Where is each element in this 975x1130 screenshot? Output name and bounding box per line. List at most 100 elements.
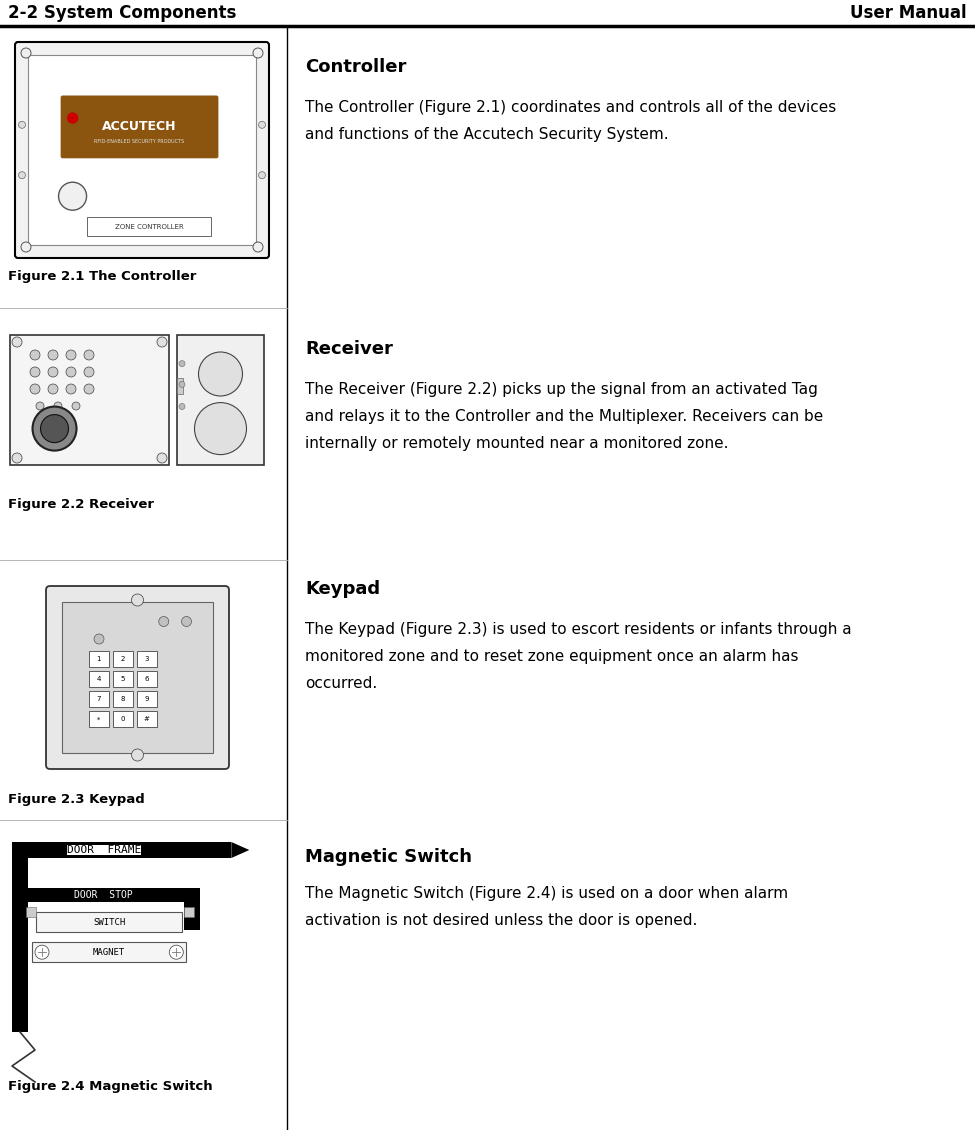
Bar	[36, 912, 182, 932]
Circle shape	[66, 350, 76, 360]
Circle shape	[72, 402, 80, 410]
Circle shape	[159, 617, 169, 626]
Bar	[89, 711, 108, 728]
Circle shape	[84, 350, 94, 360]
Circle shape	[253, 242, 263, 252]
Text: 0: 0	[120, 716, 125, 722]
Bar	[28, 55, 256, 245]
Circle shape	[21, 242, 31, 252]
Bar	[12, 842, 231, 858]
Circle shape	[132, 594, 143, 606]
Text: The Keypad (Figure 2.3) is used to escort residents or infants through a
monitor: The Keypad (Figure 2.3) is used to escor…	[305, 622, 851, 692]
Circle shape	[157, 453, 167, 463]
Text: Receiver: Receiver	[305, 340, 393, 358]
Text: Figure 2.2 Receiver: Figure 2.2 Receiver	[8, 498, 154, 511]
Circle shape	[132, 749, 143, 760]
Circle shape	[170, 945, 183, 959]
Circle shape	[157, 337, 167, 347]
Bar	[112, 692, 133, 707]
Bar	[112, 711, 133, 728]
Bar	[62, 602, 213, 753]
Bar	[89, 692, 108, 707]
Bar	[12, 858, 28, 1032]
Circle shape	[179, 403, 185, 409]
FancyBboxPatch shape	[60, 96, 218, 158]
Text: Figure 2.4 Magnetic Switch: Figure 2.4 Magnetic Switch	[8, 1080, 213, 1093]
Text: DOOR  FRAME: DOOR FRAME	[67, 845, 141, 855]
Circle shape	[258, 172, 265, 179]
Bar	[89, 651, 108, 667]
Text: Controller: Controller	[305, 58, 407, 76]
Circle shape	[181, 617, 191, 626]
Circle shape	[66, 367, 76, 377]
Circle shape	[66, 384, 76, 394]
Circle shape	[12, 453, 22, 463]
Bar	[0, 0, 975, 28]
Text: 1: 1	[97, 657, 100, 662]
Bar	[136, 711, 157, 728]
Bar	[177, 334, 264, 466]
Circle shape	[199, 353, 243, 396]
Text: 8: 8	[120, 696, 125, 702]
Text: *: *	[97, 716, 100, 722]
Text: MAGNET: MAGNET	[93, 948, 126, 957]
Circle shape	[58, 182, 87, 210]
Bar	[136, 651, 157, 667]
Bar	[112, 671, 133, 687]
Circle shape	[253, 47, 263, 58]
Bar	[88, 217, 212, 236]
Circle shape	[30, 350, 40, 360]
Bar	[32, 942, 186, 963]
Bar	[184, 902, 200, 930]
Text: 4: 4	[97, 676, 100, 683]
Text: Figure 2.3 Keypad: Figure 2.3 Keypad	[8, 793, 144, 806]
Circle shape	[21, 47, 31, 58]
Circle shape	[32, 407, 76, 451]
Bar	[89, 671, 108, 687]
Circle shape	[84, 384, 94, 394]
Circle shape	[36, 402, 44, 410]
Bar	[136, 671, 157, 687]
Circle shape	[194, 402, 247, 454]
Text: User Manual: User Manual	[850, 5, 967, 21]
Text: 2: 2	[120, 657, 125, 662]
Text: ZONE CONTROLLER: ZONE CONTROLLER	[115, 224, 184, 229]
Circle shape	[35, 945, 49, 959]
Text: ACCUTECH: ACCUTECH	[102, 121, 176, 133]
Text: #: #	[143, 716, 149, 722]
Circle shape	[30, 384, 40, 394]
Circle shape	[179, 360, 185, 366]
Text: 3: 3	[144, 657, 149, 662]
Text: 9: 9	[144, 696, 149, 702]
Circle shape	[41, 415, 68, 443]
Text: The Controller (Figure 2.1) coordinates and controls all of the devices
and func: The Controller (Figure 2.1) coordinates …	[305, 99, 837, 142]
Text: The Magnetic Switch (Figure 2.4) is used on a door when alarm
activation is not : The Magnetic Switch (Figure 2.4) is used…	[305, 886, 788, 928]
Text: 6: 6	[144, 676, 149, 683]
FancyBboxPatch shape	[15, 42, 269, 258]
Circle shape	[258, 121, 265, 129]
Circle shape	[94, 634, 104, 644]
Bar	[10, 334, 169, 466]
Polygon shape	[231, 842, 250, 858]
Bar	[177, 377, 183, 393]
Text: 5: 5	[120, 676, 125, 683]
Text: RFID-ENABLED SECURITY PRODUCTS: RFID-ENABLED SECURITY PRODUCTS	[95, 139, 184, 145]
Circle shape	[48, 384, 58, 394]
Bar	[26, 907, 36, 918]
Circle shape	[12, 337, 22, 347]
Circle shape	[67, 113, 78, 123]
Text: Magnetic Switch: Magnetic Switch	[305, 848, 472, 866]
Text: 2-2 System Components: 2-2 System Components	[8, 5, 236, 21]
Bar	[112, 651, 133, 667]
Bar	[28, 888, 200, 902]
Circle shape	[30, 367, 40, 377]
Bar	[136, 692, 157, 707]
Circle shape	[54, 402, 62, 410]
Circle shape	[19, 172, 25, 179]
Circle shape	[19, 121, 25, 129]
FancyBboxPatch shape	[46, 586, 229, 770]
Text: 7: 7	[97, 696, 100, 702]
Text: Keypad: Keypad	[305, 580, 380, 598]
Circle shape	[48, 367, 58, 377]
Text: DOOR  STOP: DOOR STOP	[74, 890, 134, 901]
